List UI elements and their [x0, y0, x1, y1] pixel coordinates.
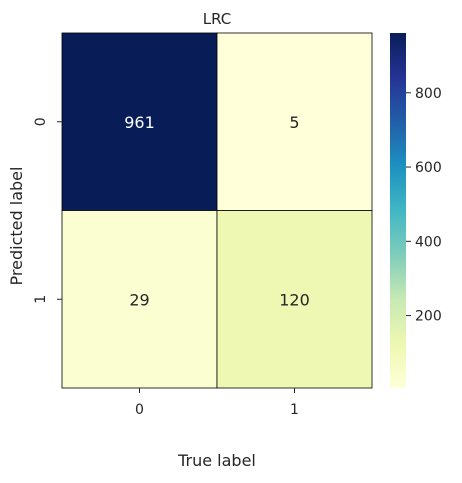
- y-tick-label-1: 1: [33, 295, 49, 304]
- cell-annotation-0-0: 961: [124, 113, 155, 132]
- x-tick-label-0: 0: [135, 402, 144, 418]
- colorbar-gradient: [390, 33, 406, 388]
- heatmap-cell-0-0: [61, 32, 218, 211]
- y-tick-label-0: 0: [33, 117, 49, 126]
- colorbar-tick-label-3: 800: [415, 86, 442, 102]
- chart-title: LRC: [203, 10, 232, 28]
- colorbar-tick-label-2: 600: [415, 160, 442, 176]
- heatmap-cell-1-1: [216, 210, 373, 389]
- y-axis-label: Predicted label: [7, 167, 26, 286]
- y-axis-ticks: 01: [33, 117, 62, 304]
- heatmap-cell-1-0: [61, 210, 218, 389]
- cell-annotation-1-0: 29: [129, 290, 149, 309]
- heatmap-cell-0-1: [216, 32, 373, 211]
- cell-annotation-1-1: 120: [279, 290, 310, 309]
- colorbar-tick-label-0: 200: [415, 309, 442, 325]
- heatmap-cells: 961 5 29 120: [61, 32, 373, 389]
- cell-annotation-0-1: 5: [289, 113, 299, 132]
- x-tick-label-1: 1: [290, 402, 299, 418]
- colorbar: 200 400 600 800: [390, 33, 442, 388]
- colorbar-tick-label-1: 400: [415, 234, 442, 250]
- x-axis-label: True label: [177, 451, 256, 470]
